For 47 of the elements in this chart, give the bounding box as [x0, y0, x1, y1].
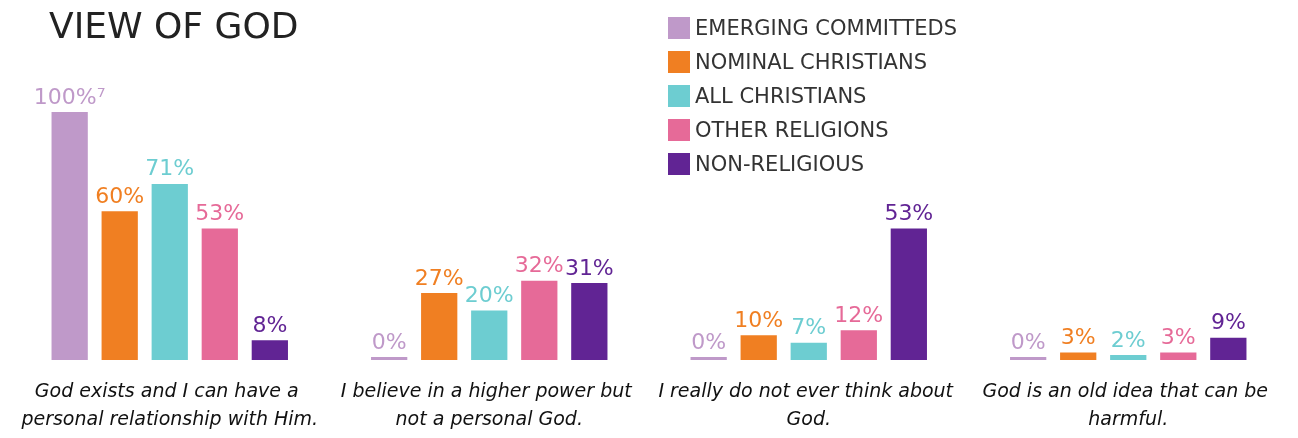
- data-label: 27%: [414, 264, 464, 290]
- bar: [251, 340, 288, 360]
- data-label: 8%: [252, 311, 288, 337]
- bar: [740, 335, 777, 360]
- legend-label: NON-RELIGIOUS: [695, 152, 864, 176]
- bar: [1160, 352, 1197, 360]
- x-tick-label: I really do not ever think about God.: [658, 379, 960, 429]
- bar: [790, 342, 827, 360]
- data-label: 71%: [145, 155, 195, 181]
- bar: [571, 283, 608, 360]
- bar: [151, 183, 188, 360]
- data-label: 0%: [691, 328, 727, 354]
- bar: [471, 310, 508, 360]
- bar: [1210, 337, 1247, 360]
- data-label: 32%: [514, 252, 564, 278]
- data-label: 7%: [791, 314, 827, 340]
- bar: [521, 280, 558, 360]
- legend-label: OTHER RELIGIONS: [695, 118, 889, 142]
- data-label: 53%: [884, 200, 934, 226]
- bar: [201, 228, 238, 360]
- legend-label: ALL CHRISTIANS: [695, 84, 867, 108]
- x-tick-label: God is an old idea that can be harmful.: [982, 379, 1275, 429]
- legend-label: NOMINAL CHRISTIANS: [695, 50, 927, 74]
- chart-title: VIEW OF GOD: [49, 4, 299, 46]
- bar: [1110, 355, 1147, 360]
- data-label: 12%: [834, 301, 884, 327]
- x-tick-label: God exists and I can have a personal relationship with Him.: [20, 379, 319, 429]
- legend-label: EMERGING COMMITTEDS: [695, 16, 958, 40]
- data-label: 10%: [734, 306, 784, 332]
- data-label: 9%: [1210, 309, 1246, 335]
- data-label: 3%: [1160, 324, 1196, 350]
- data-label: 0%: [1010, 328, 1046, 354]
- data-label: 100%⁷: [33, 83, 106, 109]
- data-label: 20%: [464, 281, 514, 307]
- bar: [421, 293, 458, 360]
- x-tick-label: I believe in a higher power but not a personal God.: [340, 379, 638, 429]
- data-label: 0%: [371, 328, 407, 354]
- data-label: 31%: [564, 254, 614, 280]
- bar: [51, 112, 88, 360]
- data-label: 53%: [195, 200, 245, 226]
- bar: [1060, 352, 1097, 360]
- bar: [890, 228, 927, 360]
- data-label: 3%: [1060, 324, 1096, 350]
- bar: [101, 211, 138, 360]
- data-label: 2%: [1110, 326, 1146, 352]
- bar: [840, 330, 877, 360]
- data-label: 60%: [95, 182, 145, 208]
